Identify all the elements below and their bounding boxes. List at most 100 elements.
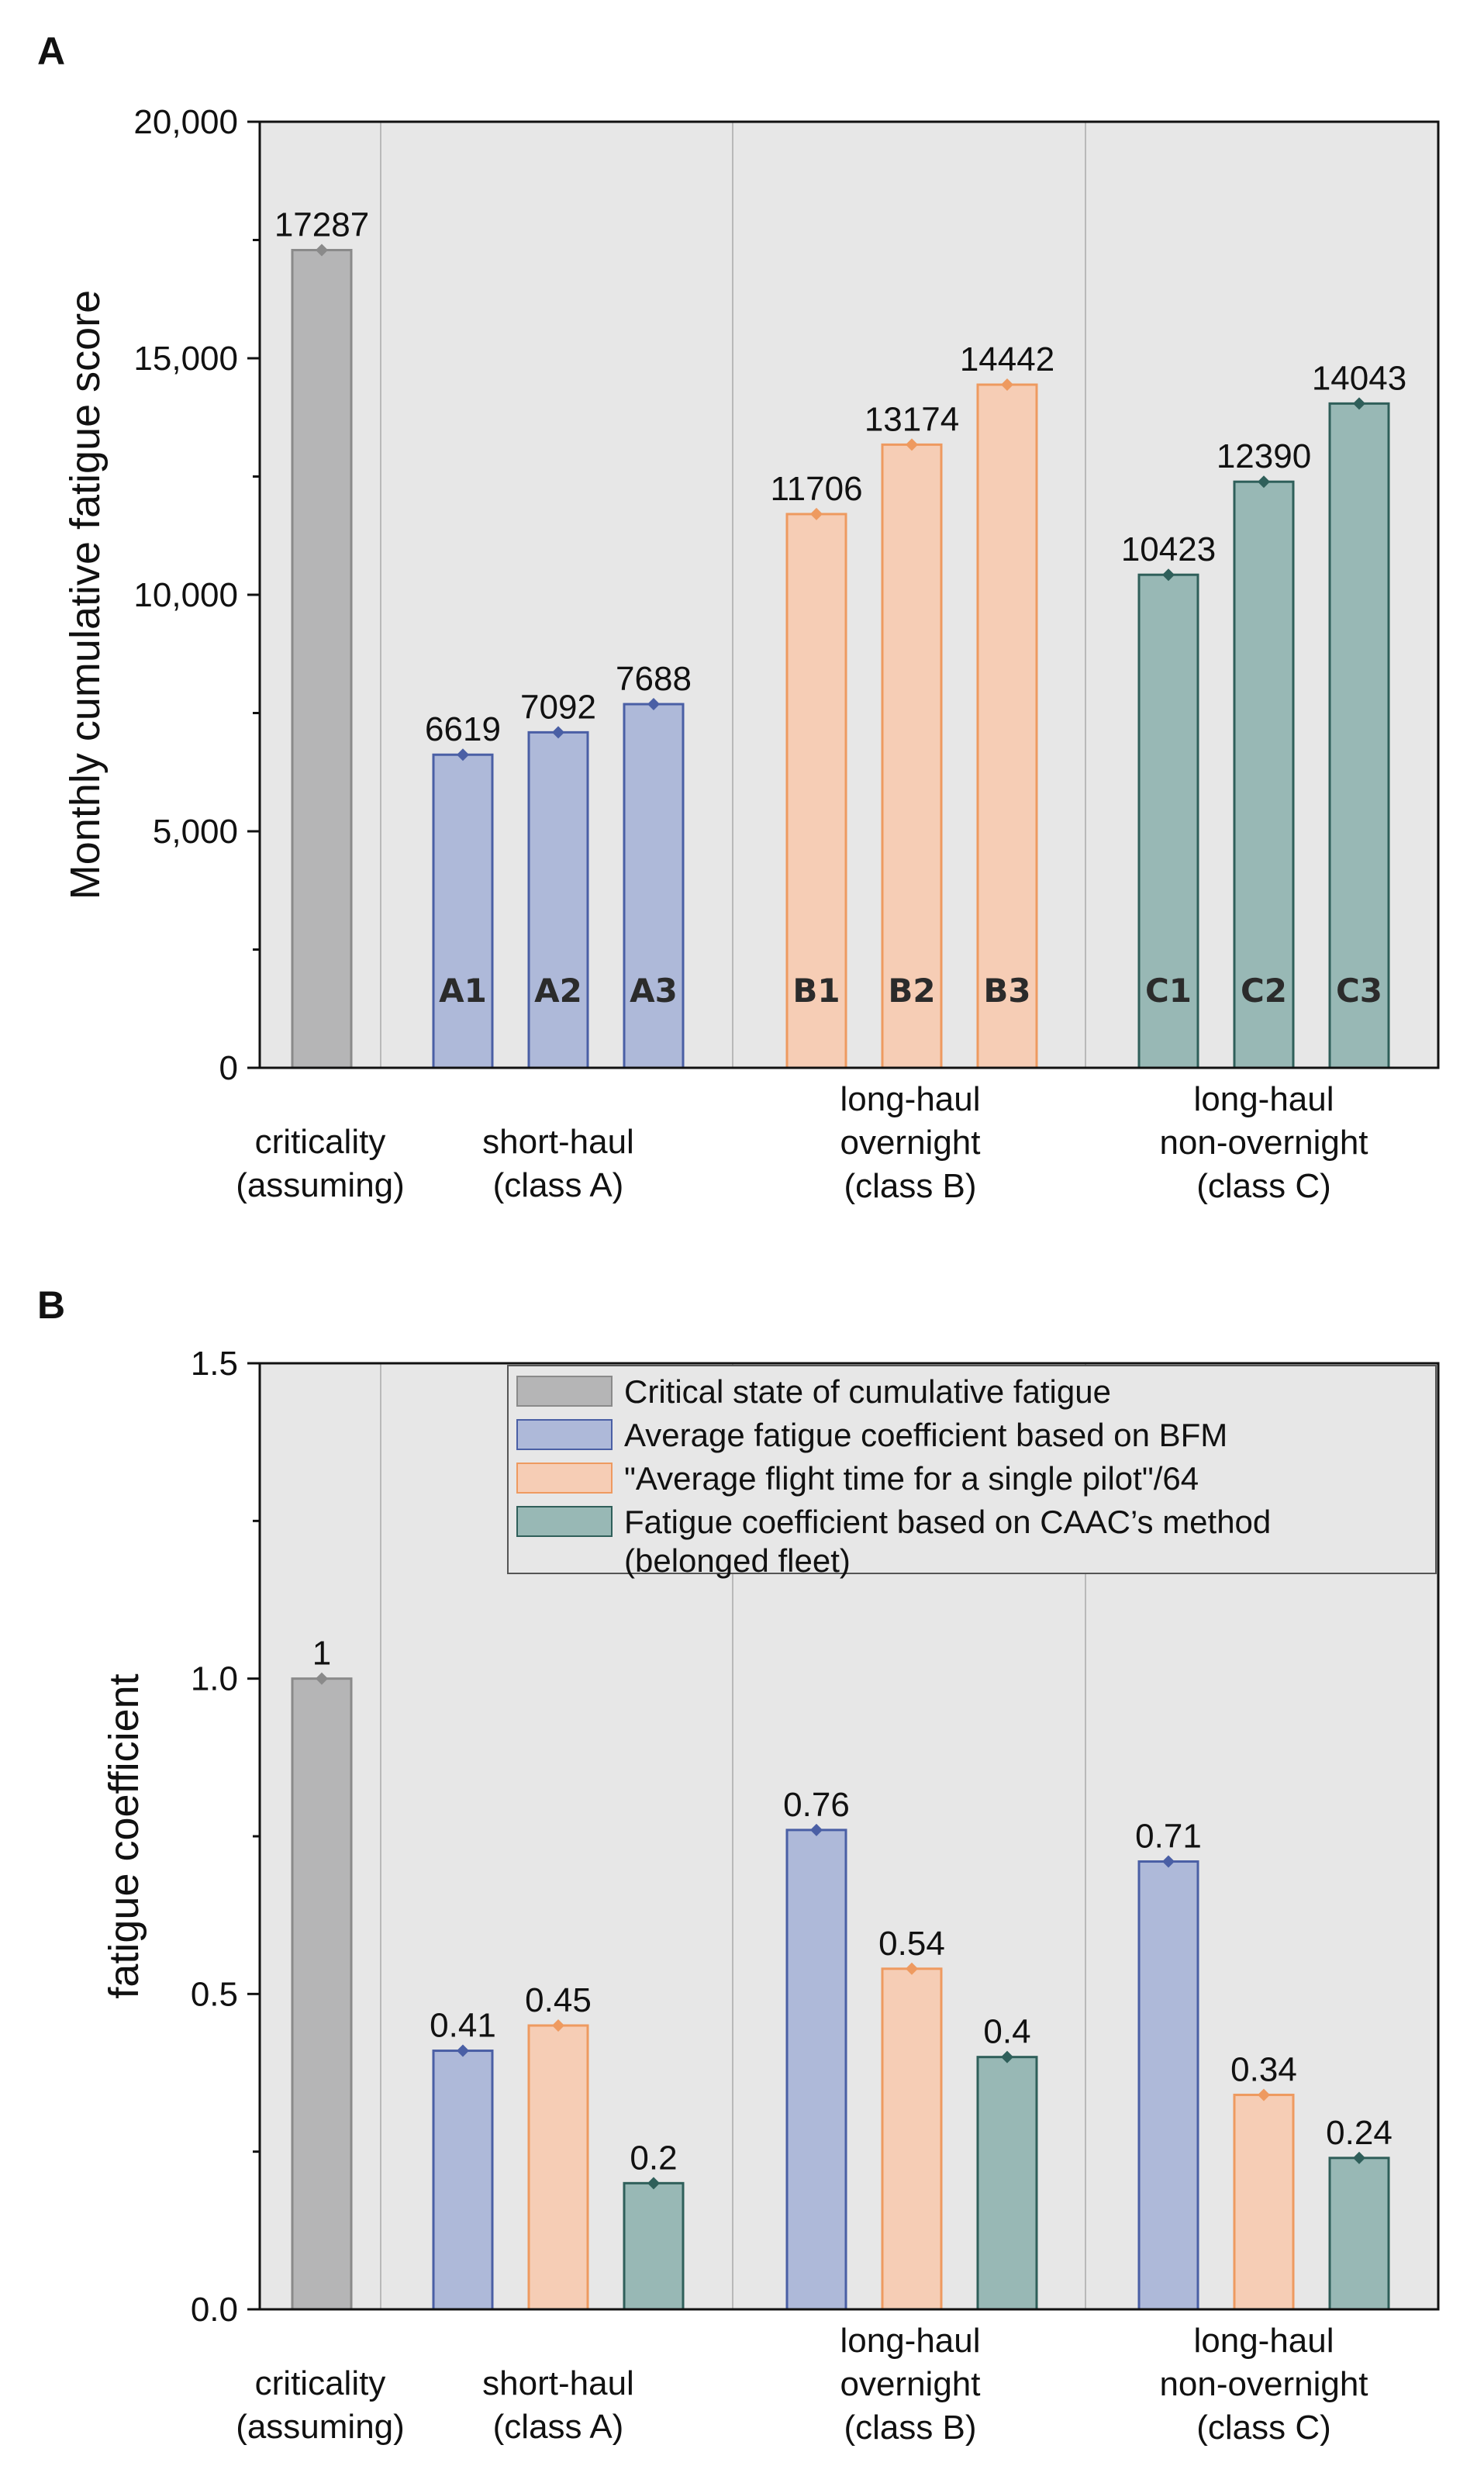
category-label-line: (class C) (1196, 2409, 1331, 2447)
bar-id-label: A1 (439, 972, 487, 1010)
bar (291, 248, 353, 1069)
data-label: 7688 (616, 660, 692, 698)
data-label: 0.45 (525, 1981, 592, 2019)
bar (881, 1967, 943, 2311)
y-axis-label: Monthly cumulative fatigue score (62, 290, 109, 900)
data-label: 1 (312, 1635, 331, 1673)
bar (527, 730, 589, 1069)
y-tick-label: 15,000 (133, 340, 238, 378)
category-label-line: overnight (840, 1124, 980, 1162)
legend-swatch (516, 1463, 613, 1494)
data-label: 11706 (770, 470, 862, 508)
y-tick-label: 0.5 (191, 1975, 238, 2013)
category-label: short-haul (class A) (482, 1123, 634, 1204)
bar-marker (1162, 568, 1175, 582)
bar (976, 383, 1038, 1069)
panel-b-chart: B 1 0.41 0.45 0.2 0.76 0.54 0.4 0.71 0.34 0.24 0.0 0… (37, 1283, 1440, 2447)
bar (623, 2181, 685, 2311)
bar-marker (1001, 2050, 1013, 2063)
category-label: long-haul non-overnight (class C) (1159, 2322, 1368, 2447)
legend-entry-text: Fatigue coefficient based on CAAC’s meth… (624, 1504, 1271, 1540)
category-label-line: (class B) (844, 2409, 976, 2447)
bar-id-label: B2 (888, 972, 935, 1010)
category-label-line: non-overnight (1159, 1124, 1368, 1162)
bar (291, 1677, 353, 2311)
bar-marker (1353, 2151, 1365, 2164)
bar-marker (1162, 1855, 1175, 1868)
bar (432, 753, 494, 1069)
bar-marker (647, 2177, 660, 2190)
bar-marker (552, 726, 564, 739)
category-label-line: long-haul (840, 2322, 980, 2360)
data-label: 0.2 (630, 2139, 677, 2177)
category-label-line: long-haul (840, 1080, 980, 1118)
bar-marker (316, 1672, 328, 1685)
bar (1328, 402, 1390, 1069)
bar (1137, 1860, 1199, 2311)
y-tick-label: 5,000 (153, 813, 238, 851)
bar-id-label: C3 (1336, 972, 1382, 1010)
category-label-line: (class C) (1196, 1167, 1331, 1205)
bar-marker (810, 1823, 823, 1836)
data-label: 13174 (865, 400, 959, 438)
category-label-line: (assuming) (236, 1166, 405, 1204)
data-label: 0.34 (1230, 2050, 1297, 2088)
data-label: 0.41 (430, 2007, 496, 2045)
bar-marker (906, 438, 918, 451)
data-label: 6619 (425, 710, 501, 748)
legend-entry-text: Critical state of cumulative fatigue (624, 1373, 1111, 1410)
bar-marker (906, 1962, 918, 1975)
category-label-line: short-haul (482, 1123, 634, 1161)
panel-letter: A (37, 29, 65, 73)
data-label: 14442 (960, 340, 1054, 378)
legend-swatch (516, 1376, 613, 1407)
category-label-line: criticality (255, 1123, 386, 1161)
category-label-line: long-haul (1193, 1080, 1334, 1118)
bar-id-label: B1 (792, 972, 840, 1010)
bar (1233, 2093, 1295, 2311)
legend-swatch (516, 1419, 613, 1450)
y-tick-label: 20,000 (133, 103, 238, 141)
bar-marker (457, 2044, 469, 2057)
bar (1328, 2157, 1390, 2311)
data-label: 0.76 (783, 1786, 850, 1824)
bar (785, 1829, 847, 2311)
category-label-line: overnight (840, 2365, 980, 2403)
category-label-line: short-haul (482, 2364, 634, 2402)
panel-letter: B (37, 1283, 65, 1327)
bar-marker (810, 507, 823, 520)
data-label: 0.4 (983, 2013, 1030, 2051)
bar-marker (1258, 2088, 1270, 2101)
data-label: 14043 (1312, 359, 1406, 397)
y-axis-label: fatigue coefficient (101, 1673, 147, 1998)
category-label: criticality (assuming) (236, 2364, 405, 2446)
category-label-line: (class B) (844, 1167, 976, 1205)
y-tick-label: 1.5 (191, 1345, 238, 1383)
category-label: long-haul non-overnight (class C) (1159, 1080, 1368, 1205)
y-tick-label: 0 (219, 1049, 238, 1087)
legend-swatch (516, 1506, 613, 1537)
data-label: 0.24 (1326, 2114, 1393, 2152)
category-label-line: (assuming) (236, 2408, 405, 2446)
bar-id-label: B3 (983, 972, 1030, 1010)
category-label: short-haul (class A) (482, 2364, 634, 2446)
bar-marker (457, 748, 469, 762)
y-tick-label: 1.0 (191, 1660, 238, 1698)
data-label: 0.71 (1135, 1818, 1202, 1856)
bar-id-label: A2 (534, 972, 582, 1010)
bar (976, 2056, 1038, 2311)
category-label: long-haul overnight (class B) (840, 1080, 980, 1205)
data-label: 0.54 (878, 1925, 945, 1963)
bar-marker (316, 243, 328, 257)
legend-entry-text: Average fatigue coefficient based on BFM (624, 1417, 1227, 1453)
data-label: 12390 (1217, 437, 1311, 475)
category-label-line: (class A) (493, 1166, 624, 1204)
category-label-line: criticality (255, 2364, 386, 2402)
category-label-line: (class A) (493, 2408, 624, 2446)
bar-marker (1353, 397, 1365, 410)
bar-marker (552, 2019, 564, 2032)
bar-id-label: C2 (1241, 972, 1287, 1010)
bar (623, 703, 685, 1069)
bar-marker (647, 698, 660, 711)
